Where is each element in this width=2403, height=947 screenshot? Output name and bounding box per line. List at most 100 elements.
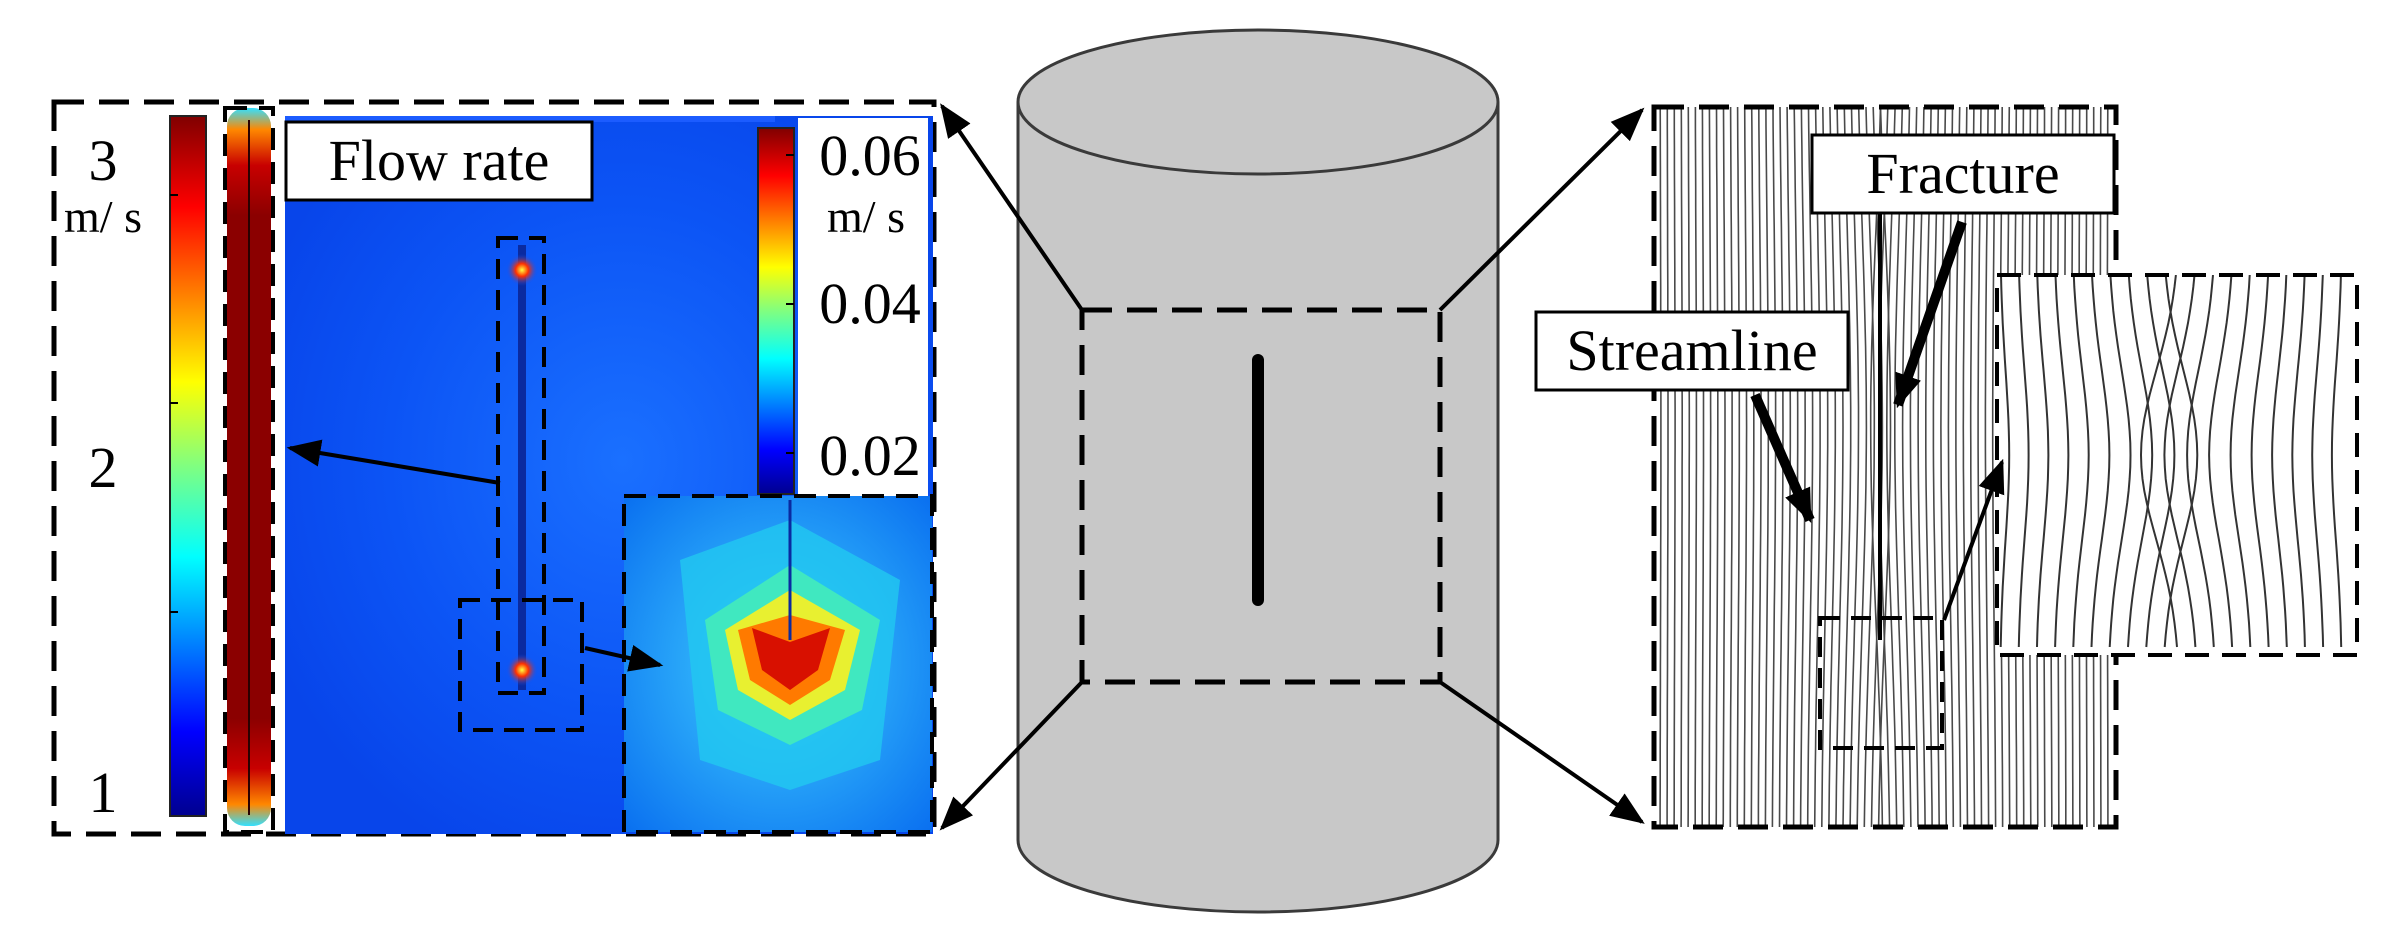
inset-streamline	[2145, 275, 2176, 648]
streamline	[1680, 107, 1683, 827]
streamline	[1701, 107, 1705, 827]
streamline	[1849, 107, 1860, 827]
arrow-to-left-top	[940, 103, 1084, 312]
streamline	[1722, 107, 1726, 827]
streamline	[1799, 107, 1806, 827]
inset-streamline	[2208, 275, 2234, 648]
colorbar-small-tick-label: 0.02	[819, 423, 921, 488]
colorbar-small: 0.06 m/ s 0.04 0.02	[757, 118, 928, 496]
streamline	[1869, 107, 1884, 827]
inset-streamline	[2186, 275, 2215, 648]
inset-streamline	[2054, 275, 2070, 648]
streamline	[1813, 107, 1821, 827]
flow-rate-label-box	[284, 120, 594, 202]
streamline	[1909, 107, 1919, 827]
streamline	[1673, 107, 1676, 827]
streamline	[1856, 107, 1868, 827]
inset-streamline	[2108, 275, 2132, 648]
arrow-to-right-bottom	[1438, 680, 1645, 824]
tip-inset-frame	[622, 494, 934, 834]
streamline	[1863, 107, 1876, 827]
colorbar-large: 3 m/ s 2 1	[64, 115, 207, 825]
fracture-tip-hotspot-bottom	[506, 654, 538, 686]
streamline	[1969, 107, 1976, 827]
colorbar-small-tick-label: 0.06	[819, 123, 921, 188]
streamline	[1917, 107, 1926, 827]
inset-streamline	[2036, 275, 2050, 648]
inset-streamline	[2229, 275, 2252, 648]
colorbar-small-tick-label: 0.04	[819, 271, 921, 336]
tip-zoom-box	[458, 598, 584, 732]
colorbar-large-tick-label: 1	[89, 760, 118, 825]
inset-streamline	[2250, 275, 2270, 648]
inset-streamline	[2271, 275, 2288, 648]
streamline	[1708, 107, 1712, 827]
streamline	[1736, 107, 1741, 827]
streamline	[1666, 107, 1669, 827]
inset-streamline	[2017, 275, 2030, 648]
streamline	[1947, 107, 1955, 827]
streamline	[1977, 107, 1983, 827]
streamline	[1694, 107, 1698, 827]
flow-field-top-strip	[285, 116, 775, 122]
streamline	[1835, 107, 1844, 827]
arrow-streamline-label	[1750, 392, 1815, 524]
streamline	[1828, 107, 1837, 827]
flow-rate-label: Flow rate	[329, 128, 550, 193]
streamline	[1877, 107, 1892, 827]
streamline-label-box	[1534, 310, 1850, 392]
inset-streamline	[2163, 275, 2199, 648]
inset-streamline	[2072, 275, 2090, 648]
streamline	[1901, 107, 1912, 827]
arrow-to-strip	[286, 439, 501, 485]
arrow-to-right-inset	[1942, 458, 2005, 621]
streamline-label: Streamline	[1566, 318, 1817, 383]
inset-streamline	[2330, 275, 2343, 648]
streamline	[1932, 107, 1940, 827]
arrow-to-right-top	[1438, 107, 1645, 312]
streamline	[1729, 107, 1733, 827]
colorbar-large-tick-label: 2	[89, 435, 118, 500]
streamline	[1842, 107, 1852, 827]
streamline	[1792, 107, 1799, 827]
streamline	[1771, 107, 1777, 827]
tip-inset-red	[752, 628, 830, 690]
streamline	[1925, 107, 1933, 827]
inset-streamline	[1999, 275, 2011, 648]
fracture-strip-frame	[223, 106, 275, 834]
streamline	[1743, 107, 1748, 827]
streamline	[1806, 107, 1814, 827]
right-panel: Fracture Streamline	[1534, 104, 2359, 830]
colorbar-small-bar	[757, 127, 795, 495]
arrow-fracture-label	[1893, 220, 1967, 409]
colorbar-small-unit: m/ s	[827, 191, 905, 242]
inset-streamline	[2139, 275, 2178, 648]
streamline	[1870, 107, 1884, 827]
streamline	[1715, 107, 1719, 827]
colorbar-large-unit: m/ s	[64, 191, 142, 242]
cylinder	[1016, 28, 1500, 914]
streamline	[1821, 107, 1829, 827]
cylinder-top	[1016, 28, 1500, 176]
cylinder-selection-box	[1079, 307, 1443, 685]
fracture-tip-hotspot-top	[506, 254, 538, 286]
colorbar-large-bar	[169, 115, 207, 817]
inset-streamline	[2090, 275, 2111, 648]
streamline	[1687, 107, 1691, 827]
right-inset-streamlines	[1999, 275, 2343, 648]
inset-streamline	[2311, 275, 2325, 648]
left-panel: 3 m/ s 2 1 Flow rate 0.06	[51, 99, 937, 837]
streamline	[1750, 107, 1755, 827]
fracture-label-box	[1810, 133, 2116, 215]
right-tip-box	[1818, 616, 1944, 750]
streamline	[1886, 107, 1898, 827]
fracture-label: Fracture	[1866, 141, 2059, 206]
colorbar-large-tick-label: 3	[89, 128, 118, 193]
inset-streamline	[2163, 275, 2197, 648]
tip-inset	[622, 494, 934, 834]
inset-streamline	[2127, 275, 2154, 648]
arrow-to-left-bottom	[939, 680, 1084, 831]
streamline	[1757, 107, 1762, 827]
inset-streamline	[2291, 275, 2306, 648]
